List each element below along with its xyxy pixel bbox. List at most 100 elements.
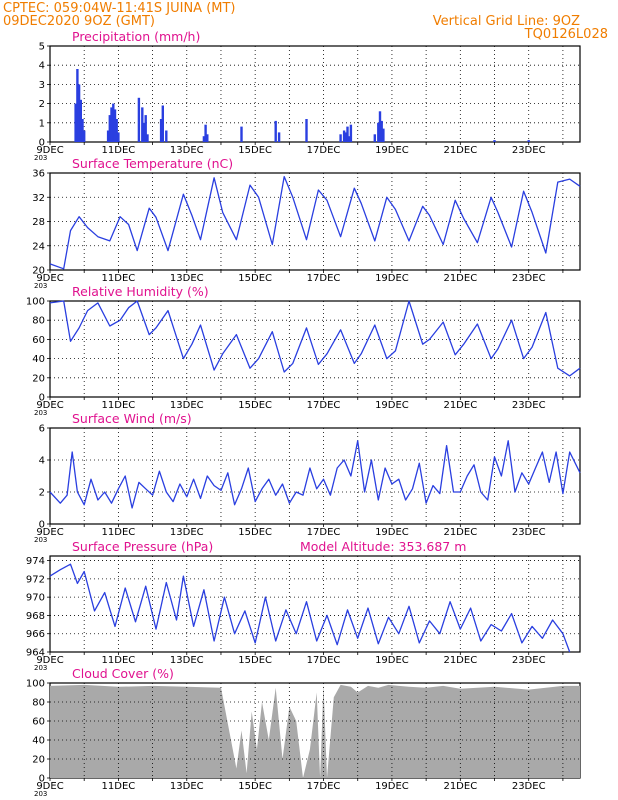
y-tick-label: 0	[39, 774, 45, 785]
precip-bar	[206, 134, 209, 142]
precipitation-title: Precipitation (mm/h)	[72, 29, 200, 44]
y-tick-label: 970	[26, 593, 45, 604]
x-tick-label: 15DEC	[238, 527, 272, 538]
y-tick-label: 36	[32, 169, 45, 180]
y-tick-label: 3	[39, 80, 45, 91]
y-tick-label: 0	[39, 138, 45, 149]
cloud-cover-panel: Cloud Cover (%) 9DEC 11DEC 13DEC 15DEC 17DEC…	[26, 666, 581, 798]
y-tick-label: 0	[39, 393, 45, 404]
precip-bar	[527, 140, 530, 142]
x-tick-label: 23DEC	[512, 400, 546, 411]
humidity-line	[49, 300, 581, 377]
precip-bar	[142, 122, 146, 142]
precip-bar	[277, 132, 281, 142]
grid-line-note: Vertical Grid Line: 9OZ	[433, 14, 580, 29]
precip-bar	[81, 119, 84, 142]
precip-bar	[305, 119, 308, 142]
x-tick-label: 9DEC	[36, 400, 63, 411]
precip-bar	[141, 107, 144, 142]
x-tick-label: 9DEC	[36, 655, 63, 666]
x-tick-label: 13DEC	[170, 655, 204, 666]
y-tick-label: 4	[39, 61, 45, 72]
x-corner-label: 203	[34, 282, 47, 290]
precip-bar	[378, 111, 382, 142]
x-tick-label: 15DEC	[238, 655, 272, 666]
y-tick-label: 20	[32, 755, 45, 766]
precip-bar	[159, 119, 163, 142]
precip-bar	[346, 126, 349, 142]
x-tick-label: 21DEC	[443, 400, 477, 411]
y-tick-label: 4	[39, 456, 45, 467]
pressure-line	[49, 563, 571, 653]
precip-bar	[137, 97, 141, 142]
precip-bar	[161, 105, 164, 142]
precip-bar	[77, 84, 81, 142]
precip-bar	[202, 136, 206, 142]
x-tick-label: 21DEC	[443, 781, 477, 792]
precip-bar	[380, 120, 383, 142]
y-tick-label: 0	[39, 520, 45, 531]
x-tick-label: 19DEC	[375, 527, 409, 538]
x-tick-label: 11DEC	[102, 527, 136, 538]
wind-title: Surface Wind (m/s)	[72, 411, 192, 426]
x-tick-label: 11DEC	[102, 145, 136, 156]
x-corner-label: 203	[34, 536, 47, 544]
x-tick-label: 15DEC	[238, 400, 272, 411]
y-tick-label: 20	[32, 373, 45, 384]
station-header: CPTEC: 059:04W-11:41S JUINA (MT)	[3, 1, 236, 16]
precip-bar	[373, 134, 376, 142]
x-tick-label: 21DEC	[443, 145, 477, 156]
y-tick-label: 28	[32, 217, 45, 228]
precip-bar	[165, 130, 168, 142]
y-tick-label: 20	[32, 266, 45, 277]
x-corner-label: 203	[34, 664, 47, 672]
precip-bar	[113, 109, 117, 142]
temperature-panel: Surface Temperature (nC) 9DEC 11DEC 13DEC 1…	[32, 156, 581, 290]
precip-bar	[382, 128, 385, 142]
x-tick-label: 13DEC	[170, 145, 204, 156]
precip-bar	[204, 124, 207, 142]
x-tick-label: 11DEC	[102, 781, 136, 792]
pressure-frame	[49, 555, 581, 653]
precip-bar	[274, 120, 277, 142]
x-tick-label: 19DEC	[375, 273, 409, 284]
y-tick-label: 968	[26, 611, 45, 622]
x-tick-label: 13DEC	[170, 781, 204, 792]
y-tick-label: 1	[39, 118, 45, 129]
x-tick-label: 9DEC	[36, 273, 63, 284]
wind-line	[49, 440, 581, 509]
x-tick-label: 9DEC	[36, 781, 63, 792]
x-tick-label: 11DEC	[102, 400, 136, 411]
x-tick-label: 9DEC	[36, 145, 63, 156]
precipitation-frame	[49, 45, 581, 143]
precip-bar	[83, 130, 86, 142]
y-tick-label: 2	[39, 488, 45, 499]
x-tick-label: 17DEC	[307, 781, 341, 792]
pressure-panel: Surface Pressure (hPa) Model Altitude: 3…	[26, 539, 581, 672]
x-tick-label: 9DEC	[36, 527, 63, 538]
x-corner-label: 203	[34, 409, 47, 417]
y-tick-label: 6	[39, 424, 45, 435]
x-tick-label: 19DEC	[375, 400, 409, 411]
x-tick-label: 17DEC	[307, 145, 341, 156]
x-tick-label: 15DEC	[238, 145, 272, 156]
y-tick-label: 100	[26, 679, 45, 690]
y-tick-label: 60	[32, 717, 45, 728]
precip-bar	[112, 103, 115, 142]
run-date: 09DEC2020 9OZ (GMT)	[3, 14, 155, 29]
y-tick-label: 972	[26, 574, 45, 585]
model-altitude: Model Altitude: 353.687 m	[300, 539, 466, 554]
x-tick-label: 13DEC	[170, 527, 204, 538]
precip-bar	[493, 140, 496, 142]
cloud-cover-title: Cloud Cover (%)	[72, 666, 174, 681]
x-tick-label: 17DEC	[307, 655, 341, 666]
precip-bar	[117, 132, 120, 142]
precip-bar	[377, 122, 380, 142]
y-tick-label: 966	[26, 629, 45, 640]
y-tick-label: 974	[26, 556, 45, 567]
x-tick-label: 13DEC	[170, 273, 204, 284]
pressure-title: Surface Pressure (hPa)	[72, 539, 213, 554]
y-tick-label: 60	[32, 335, 45, 346]
precipitation-panel: Precipitation (mm/h) 9DEC 11DEC 13DEC 15DEC…	[34, 29, 581, 162]
